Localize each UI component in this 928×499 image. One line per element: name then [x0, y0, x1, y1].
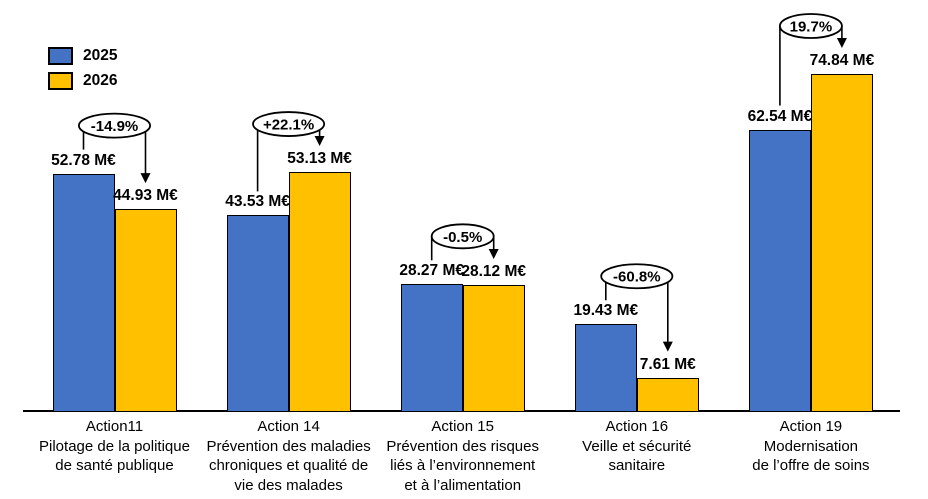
category-label-group-1: Action11 Pilotage de la politique de san…	[39, 418, 190, 474]
annotation-arrowhead-icon-group-4	[662, 341, 673, 352]
annotation-arrowhead-icon-group-2	[314, 136, 325, 147]
percent-bubble-label-group-3: -0.5%	[443, 229, 482, 246]
legend-swatch-2026-icon	[48, 72, 73, 90]
annotation-arrowhead-icon-group-5	[836, 38, 847, 48]
legend-label-2025: 2025	[83, 47, 118, 64]
percent-bubble-group-2	[252, 111, 326, 137]
category-label-group-4: Action 16 Veille et sécurité sanitaire	[582, 418, 692, 474]
annotation-bubbles-layer: -14.9% +22.1% -0.5% -60.8% 19.7%	[78, 13, 843, 290]
bar-2025-group-2	[226, 215, 289, 412]
legend-item-2026: 2026	[48, 72, 117, 90]
percent-bubble-group-3	[430, 223, 495, 250]
value-label-2026-group-5: 74.84 M€	[809, 52, 875, 69]
value-label-2026-group-1: 44.93 M€	[113, 187, 178, 205]
bar-2026-group-5	[810, 74, 873, 412]
category-label-group-5: Action 19 Modernisation de l’offre de so…	[752, 418, 870, 474]
value-label-2026-group-4: 7.61 M€	[639, 355, 696, 373]
legend-label-2026: 2026	[83, 72, 118, 89]
percent-bubble-group-1	[78, 112, 151, 139]
percent-bubble-group-5	[779, 13, 843, 39]
value-label-2025-group-2: 43.53 M€	[225, 193, 290, 211]
bar-2026-group-2	[288, 172, 351, 412]
bar-2026-group-1	[114, 209, 177, 412]
bar-2026-group-4	[636, 377, 699, 412]
category-label-group-2: Action 14 Prévention des maladies chroni…	[206, 418, 371, 494]
bar-2025-group-5	[748, 129, 811, 412]
value-label-2026-group-3: 28.12 M€	[461, 263, 527, 280]
bar-2025-group-3	[400, 284, 463, 412]
percent-bubble-label-group-4: -60.8%	[613, 269, 661, 286]
category-label-group-3: Action 15 Prévention des risques liés à …	[386, 418, 539, 494]
legend-item-2025: 2025	[48, 47, 117, 65]
annotation-arrowhead-icon-group-1	[140, 173, 151, 184]
value-label-2025-group-4: 19.43 M€	[573, 302, 639, 320]
legend-swatch-2025-icon	[48, 47, 73, 65]
legend: 2025 2026	[48, 47, 117, 97]
percent-bubble-label-group-5: 19.7%	[790, 19, 833, 36]
value-label-2025-group-1: 52.78 M€	[51, 151, 116, 169]
annotation-arrowhead-icon-group-3	[488, 249, 499, 260]
value-label-2025-group-5: 62.54 M€	[747, 107, 813, 125]
percent-bubble-label-group-1: -14.9%	[91, 118, 139, 135]
percent-bubble-label-group-2: +22.1%	[263, 117, 314, 134]
percent-bubble-group-4	[600, 263, 674, 290]
bar-2025-group-1	[52, 173, 115, 412]
bar-2026-group-3	[462, 285, 525, 412]
value-label-2026-group-2: 53.13 M€	[287, 150, 352, 168]
value-label-2025-group-3: 28.27 M€	[399, 262, 465, 280]
bar-2025-group-4	[574, 324, 637, 412]
